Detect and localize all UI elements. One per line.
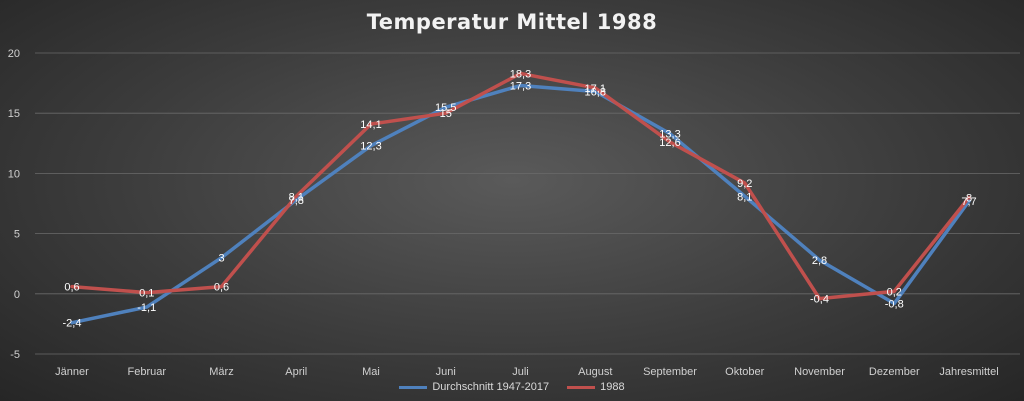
chart-title: Temperatur Mittel 1988 xyxy=(366,10,658,34)
data-label-s1-0: -2,4 xyxy=(63,318,82,330)
data-point-s1-11 xyxy=(892,301,896,305)
data-label-s2-7: 17,1 xyxy=(585,83,606,95)
x-tick-label-11: Dezember xyxy=(869,366,920,378)
data-point-s2-5 xyxy=(444,111,448,115)
data-label-s1-1: -1,1 xyxy=(137,302,156,314)
data-point-s2-4 xyxy=(369,122,373,126)
y-tick-label-5: 20 xyxy=(8,48,20,60)
legend-swatch-series-1 xyxy=(399,385,428,389)
data-label-s2-6: 18,3 xyxy=(510,68,531,80)
data-label-s1-2: 3 xyxy=(218,253,224,265)
x-tick-label-12: Jahresmittel xyxy=(939,366,998,378)
data-point-s2-6 xyxy=(519,71,522,75)
data-label-s1-12: 7,7 xyxy=(961,196,976,208)
legend-item-series-1: Durchschnitt 1947-2017 xyxy=(399,381,549,393)
data-point-s2-10 xyxy=(818,297,821,301)
x-tick-label-5: Juni xyxy=(436,366,456,378)
y-tick-label-1: 0 xyxy=(14,289,20,301)
data-label-s2-4: 14,1 xyxy=(360,119,381,131)
legend-label-series-1: Durchschnitt 1947-2017 xyxy=(432,381,550,393)
x-tick-label-10: November xyxy=(794,366,845,378)
data-point-s1-10 xyxy=(818,258,821,262)
data-label-s2-12: 8 xyxy=(966,192,972,204)
data-point-s2-0 xyxy=(70,285,74,289)
x-tick-label-3: April xyxy=(285,366,307,378)
data-label-s1-4: 12,3 xyxy=(360,141,381,153)
data-label-s1-7: 16,8 xyxy=(585,87,606,99)
data-point-s2-9 xyxy=(743,181,747,185)
data-label-s2-0: 0,6 xyxy=(64,282,79,294)
data-label-s1-9: 8,1 xyxy=(737,191,752,203)
legend-item-series-2: 1988 xyxy=(567,381,625,393)
y-tick-label-2: 5 xyxy=(14,229,20,241)
data-label-s1-6: 17,3 xyxy=(510,81,531,93)
data-label-s2-5: 15 xyxy=(440,108,452,120)
data-point-s1-6 xyxy=(519,84,522,88)
data-label-s1-3: 7,8 xyxy=(289,195,304,207)
data-point-s1-0 xyxy=(70,321,74,325)
y-tick-label-0: -5 xyxy=(10,349,20,361)
data-label-s1-11: -0,8 xyxy=(885,298,904,310)
data-point-s1-9 xyxy=(743,194,747,198)
data-point-s1-4 xyxy=(369,144,373,148)
x-tick-label-7: August xyxy=(578,366,612,378)
data-label-s1-5: 15,5 xyxy=(435,102,456,114)
y-tick-label-3: 10 xyxy=(8,168,20,180)
data-label-s2-3: 8,1 xyxy=(289,191,304,203)
data-label-s2-10: -0,4 xyxy=(810,294,829,306)
x-tick-label-6: Juli xyxy=(512,366,529,378)
data-label-s2-8: 12,6 xyxy=(659,137,680,149)
y-tick-label-4: 15 xyxy=(8,108,20,120)
data-label-s1-8: 13,3 xyxy=(659,129,680,141)
data-point-s2-7 xyxy=(593,86,597,90)
data-point-s2-8 xyxy=(668,140,672,144)
x-tick-label-2: März xyxy=(209,366,233,378)
data-point-s2-3 xyxy=(294,194,298,198)
x-tick-label-0: Jänner xyxy=(55,366,89,378)
x-tick-label-1: Februar xyxy=(127,366,166,378)
data-point-s1-5 xyxy=(444,105,448,109)
data-point-s1-2 xyxy=(220,256,223,260)
data-point-s1-8 xyxy=(668,132,672,136)
data-point-s2-2 xyxy=(220,285,223,289)
data-point-s1-1 xyxy=(145,305,149,309)
legend-label-series-2: 1988 xyxy=(600,381,625,393)
data-label-s2-2: 0,6 xyxy=(214,282,229,294)
data-label-s1-10: 2,8 xyxy=(812,255,827,267)
x-tick-label-9: Oktober xyxy=(725,366,764,378)
legend-swatch-series-2 xyxy=(567,385,596,389)
x-tick-label-4: Mai xyxy=(362,366,380,378)
data-point-s1-7 xyxy=(593,90,597,94)
data-point-s1-12 xyxy=(967,199,971,203)
data-label-s2-9: 9,2 xyxy=(737,178,752,190)
data-point-s2-1 xyxy=(145,291,149,295)
series-line-2 xyxy=(70,71,971,301)
x-tick-label-8: September xyxy=(643,366,697,378)
data-point-s1-3 xyxy=(294,198,298,202)
data-point-s2-12 xyxy=(967,195,971,199)
data-label-s2-11: 0,2 xyxy=(887,286,902,298)
legend: Durchschnitt 1947-2017 1988 xyxy=(0,381,1024,393)
data-point-s2-11 xyxy=(892,289,896,293)
data-label-s2-1: 0,1 xyxy=(139,288,154,300)
